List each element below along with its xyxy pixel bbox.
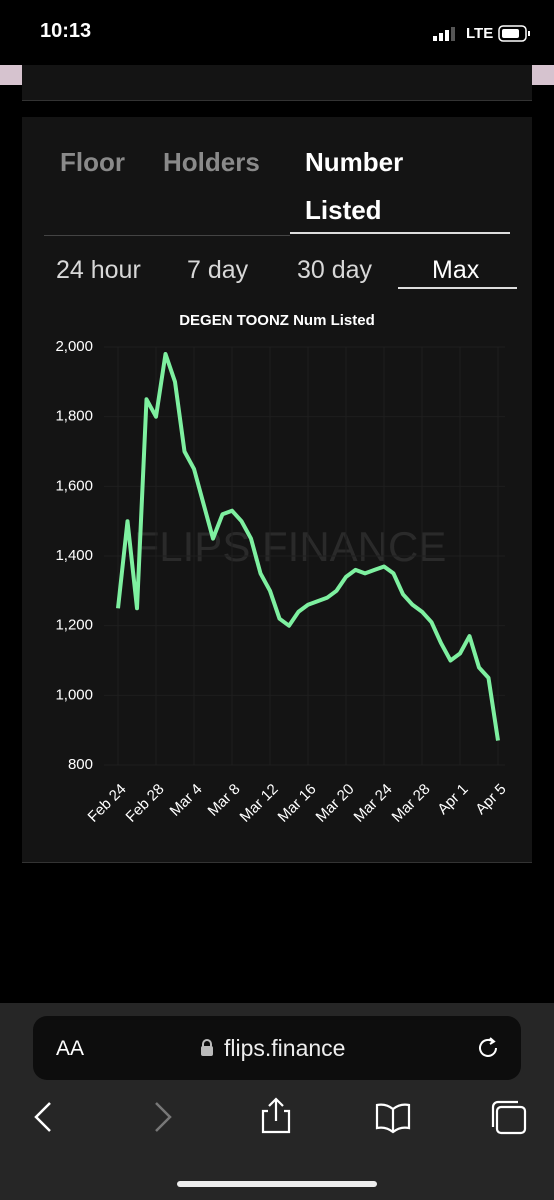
x-tick-label: Feb 28 [123, 781, 168, 826]
text-size-button[interactable]: AA [56, 1037, 85, 1060]
bookmarks-button[interactable] [375, 1103, 411, 1134]
x-tick-label: Apr 5 [472, 781, 509, 818]
back-button[interactable] [34, 1102, 51, 1132]
tab[interactable]: Holders [163, 147, 260, 177]
tab-active[interactable]: Number Listed [305, 147, 404, 225]
y-tick-label: 2,000 [55, 338, 93, 355]
y-tick-label: 800 [68, 756, 93, 773]
x-tick-label: Mar 12 [237, 781, 282, 826]
battery-icon [498, 25, 530, 42]
x-tick-label: Mar 20 [313, 781, 358, 826]
tab[interactable]: Floor [60, 147, 125, 177]
range-underline [398, 287, 517, 289]
url[interactable]: flips.finance [224, 1035, 346, 1061]
y-tick-label: 1,400 [55, 547, 93, 564]
x-tick-label: Mar 28 [389, 781, 434, 826]
edge-strip [0, 65, 22, 85]
range-button-active[interactable]: Max [432, 256, 480, 284]
nav-icons [34, 1097, 527, 1187]
y-tick-label: 1,600 [55, 477, 93, 494]
lock-icon [201, 1039, 213, 1056]
home-indicator [177, 1181, 377, 1187]
status-time: 10:13 [40, 20, 92, 42]
range-button[interactable]: 30 day [297, 256, 373, 284]
y-tick-label: 1,200 [55, 617, 93, 634]
signal-icon [433, 27, 455, 41]
range-button[interactable]: 24 hour [56, 256, 141, 284]
forward-button[interactable] [155, 1102, 172, 1132]
y-tick-label: 1,000 [55, 686, 93, 703]
reload-icon[interactable] [476, 1035, 502, 1061]
chart-title: DEGEN TOONZ Num Listed [179, 312, 375, 329]
edge-strip [532, 65, 554, 85]
chart: DEGEN TOONZ Num Listed FLIPS.FINANCE 800… [55, 312, 509, 826]
tabs-button[interactable] [491, 1100, 527, 1135]
x-tick-label: Mar 16 [275, 781, 320, 826]
tab-underline [290, 232, 510, 234]
y-tick-label: 1,800 [55, 408, 93, 425]
x-tick-label: Mar 24 [351, 781, 396, 826]
tab-divider [44, 235, 290, 236]
share-button[interactable] [261, 1097, 291, 1134]
panel [22, 117, 532, 863]
x-tick-label: Feb 24 [85, 781, 130, 826]
card-top [22, 65, 532, 101]
watermark: FLIPS.FINANCE [134, 523, 447, 570]
status-network: LTE [466, 25, 494, 42]
x-tick-label: Mar 4 [167, 781, 206, 820]
range-button[interactable]: 7 day [187, 256, 249, 284]
line [116, 352, 500, 741]
url-bar[interactable] [33, 1016, 521, 1080]
x-tick-label: Apr 1 [434, 781, 471, 818]
